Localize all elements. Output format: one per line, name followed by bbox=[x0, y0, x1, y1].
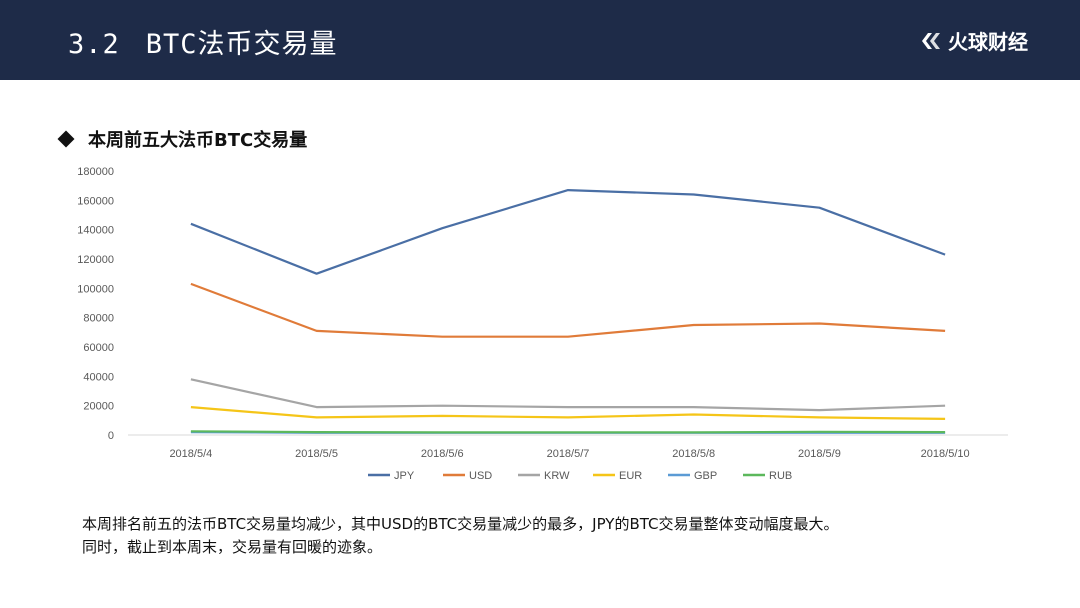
diamond-bullet-icon bbox=[57, 130, 75, 148]
y-tick-label: 20000 bbox=[83, 401, 114, 413]
legend-label-jpy: JPY bbox=[394, 470, 415, 482]
y-tick-label: 100000 bbox=[77, 283, 114, 295]
series-line-jpy bbox=[190, 188, 946, 275]
summary-line-2: 同时，截止到本周末，交易量有回暖的迹象。 bbox=[82, 538, 383, 556]
brand-name: 火球财经 bbox=[948, 30, 1028, 54]
y-tick-label: 80000 bbox=[83, 313, 114, 325]
y-tick-label: 60000 bbox=[83, 342, 114, 354]
y-tick-label: 0 bbox=[108, 430, 114, 442]
legend-label-gbp: GBP bbox=[694, 470, 717, 482]
chart-legend: JPY USD KRW EUR GBP RUB bbox=[368, 470, 792, 482]
series-line-krw bbox=[190, 378, 946, 412]
title-text: BTC法币交易量 bbox=[145, 29, 338, 60]
y-tick-label: 140000 bbox=[77, 225, 114, 237]
y-axis: 0 20000 40000 60000 80000 100000 120000 140000 1… bbox=[77, 166, 114, 442]
x-tick-label: 2018/5/10 bbox=[921, 448, 970, 460]
x-tick-label: 2018/5/9 bbox=[798, 448, 841, 460]
y-tick-label: 180000 bbox=[77, 166, 114, 178]
logo-icon bbox=[922, 32, 940, 49]
y-tick-label: 40000 bbox=[83, 371, 114, 383]
summary-line-1: 本周排名前五的法币BTC交易量均减少，其中USD的BTC交易量减少的最多，JPY… bbox=[82, 515, 839, 533]
x-axis: 2018/5/4 2018/5/5 2018/5/6 2018/5/7 2018/5/8… bbox=[128, 434, 1008, 460]
section-heading-text: 本周前五大法币BTC交易量 bbox=[88, 130, 308, 151]
series-line-eur bbox=[190, 406, 946, 420]
page-title: 3.2 BTC法币交易量 bbox=[68, 22, 338, 61]
x-tick-label: 2018/5/6 bbox=[421, 448, 464, 460]
x-tick-label: 2018/5/8 bbox=[672, 448, 715, 460]
legend-label-eur: EUR bbox=[619, 470, 642, 482]
brand-logo: 火球财经 bbox=[920, 26, 1028, 55]
series-lines bbox=[190, 188, 946, 434]
legend-label-usd: USD bbox=[469, 470, 492, 482]
legend-label-krw: KRW bbox=[544, 470, 570, 482]
series-line-usd bbox=[190, 282, 946, 338]
line-chart: 0 20000 40000 60000 80000 100000 120000 140000 1… bbox=[77, 166, 1008, 482]
series-line-rub bbox=[190, 430, 946, 434]
y-tick-label: 120000 bbox=[77, 254, 114, 266]
x-tick-label: 2018/5/7 bbox=[547, 448, 590, 460]
x-tick-label: 2018/5/4 bbox=[169, 448, 212, 460]
section-heading: 本周前五大法币BTC交易量 bbox=[57, 126, 308, 152]
y-tick-label: 160000 bbox=[77, 195, 114, 207]
section-number: 3.2 bbox=[68, 29, 120, 60]
summary-text: 本周排名前五的法币BTC交易量均减少，其中USD的BTC交易量减少的最多，JPY… bbox=[82, 513, 1002, 559]
x-tick-label: 2018/5/5 bbox=[295, 448, 338, 460]
legend-label-rub: RUB bbox=[769, 470, 792, 482]
header-bar: 3.2 BTC法币交易量 火球财经 bbox=[0, 0, 1080, 80]
